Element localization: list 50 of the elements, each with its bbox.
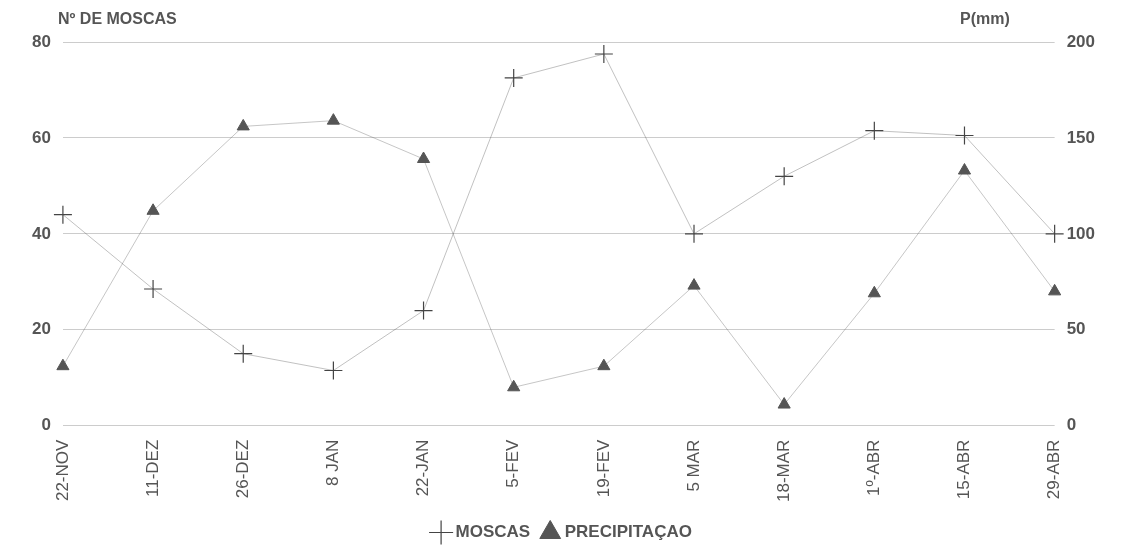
y-tick-label: 0 — [41, 415, 51, 435]
y2-tick-label: 100 — [1066, 223, 1096, 243]
x-tick-label: 26-DEZ — [232, 439, 252, 499]
x-tick-label: 22-NOV — [52, 439, 72, 502]
point — [143, 279, 163, 299]
y2-axis-title: P(mm) — [960, 10, 1010, 28]
legend-label: PRECIPITAÇAO — [564, 522, 692, 542]
x-tick-label: 18-MAR — [773, 439, 793, 503]
point — [504, 68, 524, 88]
point — [957, 163, 972, 175]
point — [777, 397, 791, 409]
x-tick-label: 22-JAN — [413, 439, 433, 497]
point — [594, 44, 614, 64]
point — [687, 278, 701, 290]
point — [236, 118, 250, 131]
y-tick-label: 20 — [31, 319, 51, 339]
y2-tick-label: 200 — [1066, 31, 1096, 51]
y-tick-label: 40 — [31, 223, 51, 243]
x-tick-label: 15-ABR — [954, 439, 974, 500]
point — [326, 113, 340, 125]
point — [867, 285, 881, 298]
point — [53, 205, 73, 225]
point — [56, 358, 70, 371]
point — [864, 121, 884, 141]
point — [233, 344, 253, 364]
y-tick-label: 80 — [31, 31, 51, 51]
y2-tick-label: 50 — [1066, 319, 1086, 339]
x-tick-label: 8 JAN — [323, 439, 343, 486]
legend-label: MOSCAS — [455, 522, 531, 542]
x-tick-label: 19-FEV — [593, 439, 613, 498]
point — [1045, 224, 1065, 244]
point — [323, 360, 343, 381]
point — [774, 166, 794, 186]
point — [416, 151, 431, 164]
y-tick-label: 60 — [31, 127, 51, 147]
point — [413, 300, 434, 321]
y-axis-title: Nº DE MOSCAS — [58, 10, 177, 28]
x-tick-label: 1º-ABR — [864, 439, 884, 496]
x-tick-label: 5 MAR — [683, 439, 703, 492]
point — [597, 358, 611, 371]
point — [1048, 283, 1062, 296]
y2-tick-label: 150 — [1066, 127, 1096, 147]
x-tick-label: 29-ABR — [1044, 439, 1064, 500]
point — [146, 203, 160, 215]
point — [684, 224, 704, 244]
x-tick-label: 11-DEZ — [142, 439, 162, 497]
point — [507, 379, 521, 392]
point — [954, 125, 975, 146]
y2-tick-label: 0 — [1066, 415, 1077, 435]
x-tick-label: 5-FEV — [503, 439, 523, 488]
